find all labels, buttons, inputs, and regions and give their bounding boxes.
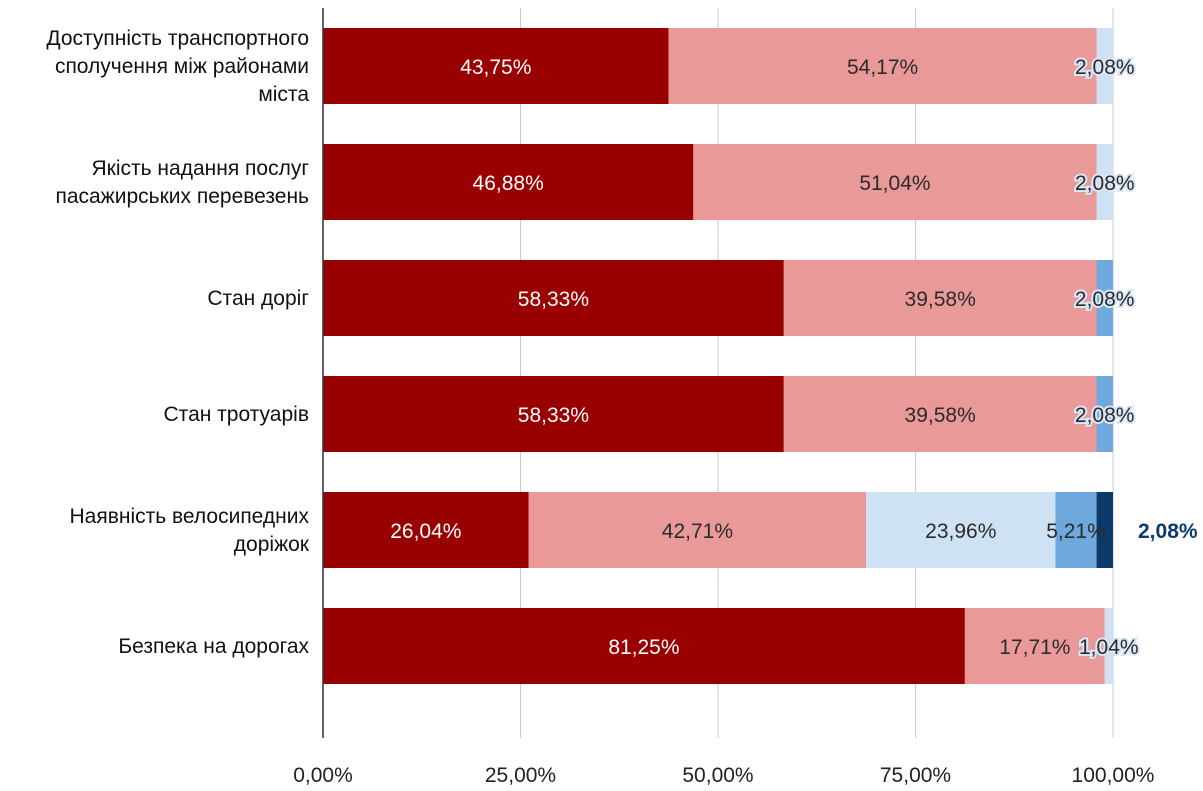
bar-segment — [1096, 260, 1113, 336]
value-label: 5,21% — [1046, 520, 1106, 543]
value-label: 39,58% — [905, 404, 976, 427]
category-label: Безпека на дорогах — [118, 635, 309, 658]
bar-segment — [1096, 492, 1113, 568]
x-tick-label: 25,00% — [485, 764, 556, 786]
bar-segment — [323, 28, 669, 104]
bar-segment — [866, 492, 1056, 568]
value-label: 54,17% — [847, 56, 918, 79]
x-tick-label: 50,00% — [682, 764, 753, 786]
x-tick-label: 75,00% — [880, 764, 951, 786]
bars — [323, 28, 1113, 684]
category-label: Якість надання послуг — [92, 157, 310, 180]
value-label: 26,04% — [390, 520, 461, 543]
value-labels: 43,75% 54,17% 2,08% 46,88% 51,04% 2,08% 58,33%… — [390, 54, 1198, 661]
value-label: 81,25% — [608, 636, 679, 659]
bar-segment — [323, 608, 965, 684]
bar-segment — [783, 376, 1097, 452]
category-label: доріжок — [234, 533, 310, 556]
value-label: 51,04% — [859, 172, 930, 195]
category-label: Стан доріг — [207, 287, 309, 310]
category-labels: Доступність транспортного сполучення між … — [46, 27, 309, 658]
value-label: 2,08% — [1138, 520, 1198, 543]
value-label: 2,08% — [1075, 404, 1135, 427]
bar-segment — [323, 376, 784, 452]
bar-segment — [668, 28, 1097, 104]
bar-segment — [693, 144, 1097, 220]
category-label: Наявність велосипедних — [69, 505, 309, 528]
value-label: 23,96% — [925, 520, 996, 543]
x-axis-ticks: 0,00% 25,00% 50,00% 75,00% 100,00% — [293, 764, 1155, 787]
value-label: 58,33% — [518, 404, 589, 427]
category-label: сполучення між районами — [55, 55, 309, 78]
bar-segment — [964, 608, 1105, 684]
bar-segment — [323, 260, 784, 336]
bar-segment — [323, 492, 529, 568]
category-label: пасажирських перевезень — [55, 185, 309, 208]
bar-segment — [1096, 144, 1113, 220]
x-tick-label: 0,00% — [293, 764, 353, 786]
value-label: 1,04% — [1079, 636, 1139, 659]
category-label: Доступність транспортного — [46, 27, 309, 50]
value-label: 2,08% — [1075, 288, 1135, 311]
x-tick-label: 100,00% — [1072, 764, 1155, 786]
category-label: міста — [258, 83, 309, 106]
value-label: 2,08% — [1075, 56, 1135, 79]
value-label: 39,58% — [905, 288, 976, 311]
value-label: 17,71% — [999, 636, 1070, 659]
value-label: 2,08% — [1075, 172, 1135, 195]
value-label: 46,88% — [473, 172, 544, 195]
bar-segment — [1096, 28, 1113, 104]
bar-segment — [1055, 492, 1097, 568]
bar-segment — [1104, 608, 1113, 684]
bar-segment — [323, 144, 694, 220]
bar-segment — [1096, 376, 1113, 452]
bar-segment — [783, 260, 1097, 336]
value-label: 43,75% — [460, 56, 531, 79]
value-label: 58,33% — [518, 288, 589, 311]
category-label: Стан тротуарів — [164, 403, 309, 426]
value-label: 42,71% — [662, 520, 733, 543]
bar-segment — [528, 492, 867, 568]
